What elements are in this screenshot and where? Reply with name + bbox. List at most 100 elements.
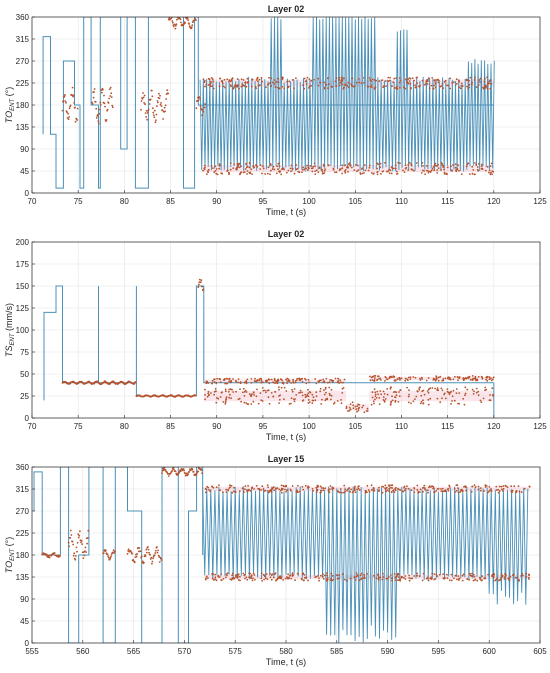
scatter-point	[442, 165, 445, 168]
scatter-point	[211, 78, 214, 80]
scatter-point	[110, 555, 112, 558]
scatter-point	[299, 391, 302, 394]
scatter-point	[404, 379, 407, 382]
scatter-point	[215, 401, 218, 404]
y-axis-label: TOENT (°)	[4, 87, 16, 123]
scatter-point	[458, 392, 461, 394]
scatter-point	[243, 391, 246, 393]
x-tick-label: 100	[302, 197, 316, 206]
scatter-point	[342, 381, 344, 384]
scatter-point	[219, 77, 221, 80]
scatter-point	[480, 165, 483, 168]
scatter-point	[176, 18, 178, 21]
scatter-point	[427, 579, 430, 582]
scatter-point	[330, 572, 333, 575]
scatter-point	[202, 78, 205, 80]
scatter-point	[467, 88, 469, 90]
scatter-point	[104, 105, 106, 108]
scatter-point	[442, 87, 445, 89]
scatter-point	[436, 488, 439, 490]
scatter-point	[259, 168, 262, 170]
scatter-point	[521, 572, 524, 575]
scatter-point	[246, 489, 248, 491]
scatter-point	[210, 165, 213, 167]
scatter-point	[97, 122, 100, 125]
scatter-point	[466, 79, 469, 81]
scatter-point	[268, 490, 271, 492]
scatter-point	[343, 484, 346, 487]
scatter-point	[430, 576, 433, 579]
scatter-point	[235, 380, 238, 383]
scatter-point	[327, 489, 330, 491]
scatter-point	[262, 167, 265, 170]
scatter-point	[315, 575, 317, 578]
scatter-point	[475, 391, 478, 394]
scatter-point	[380, 379, 382, 381]
scatter-point	[288, 85, 290, 88]
scatter-point	[286, 489, 288, 492]
scatter-point	[244, 81, 246, 84]
scatter-point	[355, 81, 358, 84]
scatter-point	[317, 84, 320, 87]
scatter-point	[381, 491, 384, 494]
scatter-point	[492, 394, 494, 396]
scatter-point	[450, 390, 452, 393]
scatter-point	[371, 396, 374, 399]
scatter-point	[489, 173, 492, 176]
scatter-point	[207, 168, 210, 171]
scatter-point	[145, 551, 148, 554]
scatter-point	[246, 173, 248, 175]
scatter-point	[504, 484, 507, 487]
scatter-point	[445, 173, 447, 175]
scatter-point	[269, 576, 272, 579]
scatter-point	[368, 166, 371, 169]
scatter-point	[94, 100, 97, 103]
scatter-point	[239, 388, 241, 390]
scatter-point	[279, 378, 282, 380]
scatter-point	[337, 381, 340, 384]
scatter-point	[374, 393, 377, 396]
scatter-point	[407, 401, 410, 404]
scatter-point	[335, 85, 338, 88]
scatter-point	[252, 577, 254, 580]
scatter-point	[82, 557, 85, 559]
scatter-point	[360, 572, 363, 575]
scatter-point	[515, 491, 517, 494]
x-tick-label: 105	[349, 422, 363, 431]
scatter-point	[341, 79, 344, 82]
scatter-point	[155, 113, 158, 116]
y-tick-label: 45	[20, 167, 29, 176]
scatter-point	[425, 379, 428, 382]
x-tick-label: 600	[483, 647, 497, 656]
scatter-point	[322, 489, 325, 491]
scatter-point	[363, 573, 365, 576]
scatter-point	[338, 491, 341, 494]
scatter-point	[356, 170, 358, 173]
scatter-point	[484, 169, 487, 172]
scatter-point	[219, 381, 222, 383]
y-tick-label: 90	[20, 145, 29, 154]
chart-panel-bottom: 555 560 565 570 575 580 585 590 595 600 6050459013…	[4, 454, 547, 667]
scatter-point	[427, 391, 430, 394]
scatter-point	[269, 82, 271, 84]
scatter-point	[69, 529, 72, 532]
y-tick-label: 45	[20, 617, 29, 626]
scatter-point	[261, 165, 264, 168]
scatter-point	[395, 173, 398, 175]
scatter-point	[513, 573, 515, 576]
scatter-point	[474, 76, 476, 79]
scatter-point	[215, 168, 218, 170]
scatter-point	[107, 555, 109, 557]
scatter-point	[442, 378, 445, 380]
scatter-point	[373, 402, 375, 405]
scatter-point	[363, 77, 365, 79]
scatter-point	[166, 89, 169, 92]
scatter-point	[400, 377, 403, 380]
scatter-point	[335, 77, 338, 79]
scatter-point	[456, 578, 458, 581]
scatter-point	[220, 172, 223, 175]
scatter-point	[436, 172, 439, 174]
scatter-point	[474, 375, 477, 378]
scatter-point	[450, 403, 452, 405]
